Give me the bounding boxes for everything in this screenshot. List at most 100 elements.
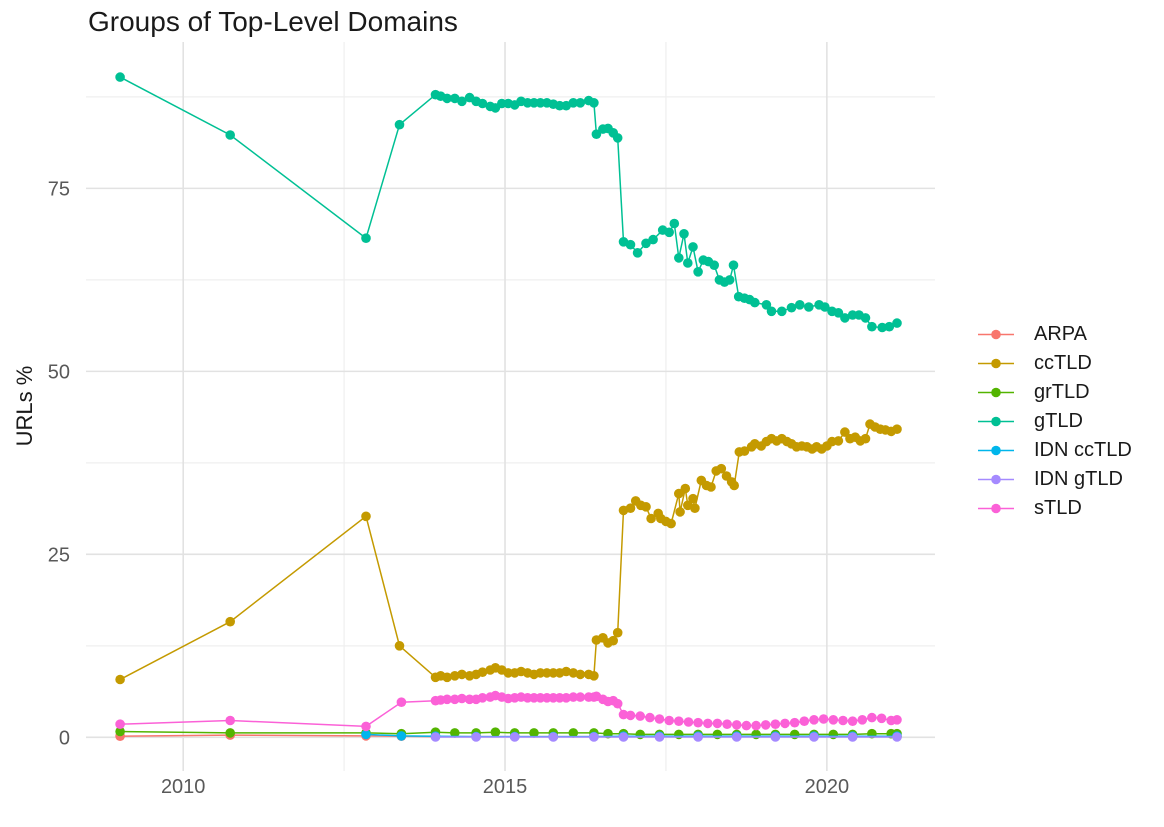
- legend-key-point: [991, 474, 1001, 485]
- data-point: [751, 720, 761, 731]
- legend-key-point: [991, 329, 1001, 340]
- data-point: [450, 728, 460, 738]
- data-point: [770, 719, 781, 729]
- data-point: [591, 129, 602, 139]
- data-point: [789, 717, 800, 728]
- data-point: [450, 694, 460, 705]
- data-point: [457, 693, 467, 704]
- legend-key-point: [991, 503, 1001, 514]
- data-point: [693, 717, 703, 728]
- data-point: [394, 641, 405, 651]
- data-point: [625, 239, 636, 250]
- x-tick-label: 2020: [805, 776, 850, 798]
- y-axis-title: URLs %: [12, 365, 37, 447]
- y-tick-label: 0: [59, 727, 70, 749]
- data-point: [884, 321, 895, 332]
- data-point: [568, 728, 579, 738]
- data-point: [442, 672, 452, 683]
- data-point: [722, 719, 732, 729]
- data-point: [612, 627, 623, 638]
- data-point: [679, 229, 689, 239]
- y-tick-label: 25: [48, 544, 70, 566]
- data-point: [809, 715, 819, 725]
- data-point: [477, 98, 488, 109]
- data-point: [760, 720, 771, 730]
- data-point: [795, 300, 805, 310]
- data-point: [877, 322, 887, 333]
- data-point: [731, 732, 742, 742]
- data-point: [575, 692, 586, 702]
- legend-key-point: [991, 358, 1001, 369]
- data-point: [804, 302, 814, 312]
- data-point: [693, 732, 703, 742]
- legend-key-icon: [978, 358, 1014, 369]
- data-point: [809, 732, 819, 742]
- data-point: [741, 720, 752, 731]
- data-point: [828, 729, 839, 740]
- data-point: [688, 493, 698, 504]
- data-point: [666, 518, 676, 529]
- series-cctld: [115, 419, 902, 685]
- legend-item-idn-cctld: IDN ccTLD: [972, 436, 1132, 465]
- data-point: [115, 726, 125, 737]
- data-point: [490, 727, 501, 737]
- data-point: [789, 729, 800, 740]
- data-point: [442, 93, 452, 104]
- data-point: [115, 719, 125, 729]
- data-point: [561, 693, 571, 703]
- data-point: [680, 483, 691, 494]
- legend-key-icon: [978, 445, 1014, 456]
- data-point: [731, 720, 742, 730]
- data-point: [361, 233, 371, 243]
- data-point: [589, 671, 599, 681]
- data-point: [548, 732, 559, 742]
- data-point: [876, 713, 887, 724]
- data-point: [509, 732, 520, 742]
- data-point: [450, 671, 460, 681]
- data-point: [612, 133, 623, 143]
- data-point: [625, 710, 636, 721]
- data-point: [115, 72, 125, 82]
- legend-key-icon: [978, 503, 1014, 514]
- data-point: [703, 718, 713, 729]
- data-point: [840, 313, 850, 323]
- data-point: [828, 715, 839, 725]
- data-point: [761, 300, 772, 310]
- legend-item-gtld: gTLD: [972, 407, 1132, 436]
- legend-label: sTLD: [1034, 497, 1082, 519]
- x-tick-label: 2010: [161, 776, 206, 798]
- y-tick-label: 50: [48, 361, 70, 383]
- data-point: [892, 318, 902, 328]
- data-point: [892, 715, 902, 725]
- data-point: [860, 433, 871, 444]
- legend-key-point: [991, 387, 1001, 398]
- legend-key-point: [991, 416, 1001, 427]
- data-point: [820, 302, 830, 312]
- data-point: [838, 715, 848, 726]
- chart-title: Groups of Top-Level Domains: [88, 6, 458, 37]
- data-point: [739, 446, 750, 456]
- series-idn-gtld: [430, 732, 902, 742]
- data-point: [575, 669, 586, 680]
- data-point: [618, 709, 629, 720]
- legend-item-arpa: ARPA: [972, 320, 1132, 349]
- data-point: [892, 732, 902, 742]
- data-point: [589, 732, 599, 742]
- data-point: [654, 732, 665, 742]
- data-point: [840, 427, 850, 437]
- data-point: [857, 715, 868, 725]
- data-point: [457, 96, 467, 107]
- legend-label: IDN gTLD: [1034, 468, 1123, 490]
- data-point: [646, 513, 656, 524]
- legend-item-cctld: ccTLD: [972, 349, 1132, 378]
- data-point: [867, 712, 877, 723]
- data-point: [225, 130, 235, 140]
- data-point: [457, 669, 467, 680]
- series-line: [119, 76, 898, 329]
- data-point: [575, 98, 586, 108]
- series-stld: [115, 690, 902, 732]
- data-point: [683, 717, 694, 727]
- legend: ARPA ccTLD grTLD gTLD IDN ccTLD IDN gTLD sTLD: [972, 320, 1132, 523]
- data-point: [674, 253, 684, 263]
